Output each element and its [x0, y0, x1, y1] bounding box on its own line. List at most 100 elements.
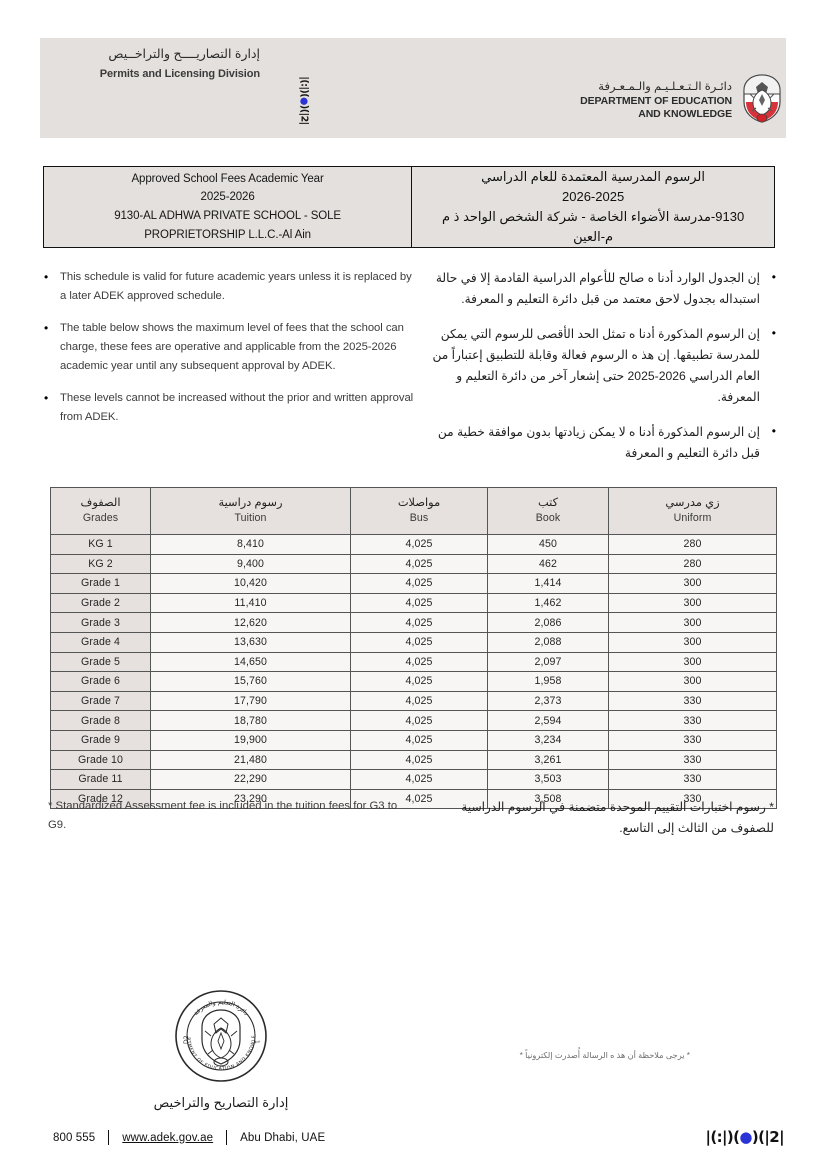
tuition-fee: 11,410 — [150, 592, 351, 614]
department-seal-icon: دائرة التعليم والمعرفة DEPARTMENT OF EDU… — [171, 984, 269, 1088]
notice-text: This schedule is valid for future academ… — [60, 271, 412, 302]
school-fees-table: الصفوف Grades رسوم دراسية Tuition مواصلا… — [50, 487, 777, 810]
table-row: Grade 8 18,780 4,025 2,594 330 — [50, 710, 777, 731]
uniform-fee: 330 — [608, 710, 777, 731]
table-row: Grade 4 13,630 4,025 2,088 300 — [50, 631, 777, 653]
title-ar-line2: 2026-2025 — [562, 188, 625, 204]
header-band — [40, 38, 786, 138]
division-name-english: Permits and Licensing Division — [99, 67, 260, 80]
division-identity: إدارة التصاريــــح والتراخــيص Permits a… — [45, 46, 260, 82]
page-footer: 800 555 www.adek.gov.ae Abu Dhabi, UAE |… — [0, 1122, 826, 1162]
bus-fee: 4,025 — [350, 651, 488, 673]
table-row: Grade 10 21,480 4,025 3,261 330 — [50, 749, 777, 771]
bus-fee: 4,025 — [350, 592, 488, 614]
tuition-fee: 15,760 — [150, 671, 351, 692]
list-item: • This schedule is valid for future acad… — [44, 268, 414, 306]
grade-name: Grade 3 — [50, 612, 151, 633]
table-row: Grade 12 23,290 4,025 3,508 330 — [50, 788, 777, 810]
book-fee: 3,508 — [487, 788, 609, 810]
book-fee: 1,414 — [487, 573, 609, 594]
grade-name: Grade 9 — [50, 729, 151, 751]
column-header-bus: مواصلات Bus — [350, 487, 488, 535]
document-title-english: Approved School Fees Academic Year 2025-… — [44, 167, 411, 247]
bus-fee: 4,025 — [350, 612, 488, 633]
bus-fee: 4,025 — [350, 534, 488, 555]
tuition-fee: 17,790 — [150, 690, 351, 712]
bus-fee: 4,025 — [350, 749, 488, 771]
title-en-line2: 2025-2026 — [200, 191, 255, 204]
grade-name: Grade 5 — [50, 651, 151, 673]
tuition-fee: 19,900 — [150, 729, 351, 751]
tuition-fee: 8,410 — [150, 534, 351, 555]
notice-text: The table below shows the maximum level … — [60, 322, 404, 372]
grade-name: KG 2 — [50, 553, 151, 575]
bus-fee: 4,025 — [350, 553, 488, 575]
bus-fee: 4,025 — [350, 710, 488, 731]
division-name-arabic: إدارة التصاريــــح والتراخــيص — [108, 47, 260, 61]
grade-name: Grade 2 — [50, 592, 151, 614]
uniform-fee: 300 — [608, 631, 777, 653]
footer-website-link[interactable]: www.adek.gov.ae — [122, 1131, 214, 1144]
bus-fee: 4,025 — [350, 573, 488, 594]
tuition-fee: 18,780 — [150, 710, 351, 731]
title-ar-line1: الرسوم المدرسية المعتمدة للعام الدراسي — [481, 168, 705, 184]
tuition-fee: 12,620 — [150, 612, 351, 633]
table-row: Grade 9 19,900 4,025 3,234 330 — [50, 729, 777, 751]
footer-divider — [226, 1130, 228, 1145]
footnote-english: * Standardized Assessment fee is include… — [48, 800, 398, 831]
bullet-icon: • — [44, 270, 49, 284]
grade-name: Grade 6 — [50, 671, 151, 692]
book-fee: 3,261 — [487, 749, 609, 771]
column-header-grades: الصفوف Grades — [50, 487, 151, 535]
uniform-fee: 300 — [608, 573, 777, 594]
tuition-fee: 14,650 — [150, 651, 351, 673]
tuition-fee: 23,290 — [150, 788, 351, 810]
bus-fee: 4,025 — [350, 729, 488, 751]
uniform-fee: 300 — [608, 671, 777, 692]
book-fee: 2,373 — [487, 690, 609, 712]
title-en-line3: 9130-AL ADHWA PRIVATE SCHOOL - SOLE — [114, 210, 341, 222]
bus-fee: 4,025 — [350, 631, 488, 653]
table-row: Grade 7 17,790 4,025 2,373 330 — [50, 690, 777, 712]
bullet-icon: • — [771, 326, 776, 340]
table-row: KG 2 9,400 4,025 462 280 — [50, 553, 777, 575]
grade-name: Grade 10 — [50, 749, 151, 771]
uae-falcon-emblem-icon — [740, 72, 784, 129]
book-fee: 462 — [487, 553, 609, 575]
table-row: Grade 6 15,760 4,025 1,958 300 — [50, 671, 777, 692]
tuition-fee: 13,630 — [150, 631, 351, 653]
notices-english: • This schedule is valid for future acad… — [44, 268, 414, 440]
footer-location: Abu Dhabi, UAE — [240, 1131, 326, 1144]
uniform-fee: 330 — [608, 769, 777, 790]
book-fee: 2,097 — [487, 651, 609, 673]
grade-name: KG 1 — [50, 534, 151, 555]
table-row: Grade 5 14,650 4,025 2,097 300 — [50, 651, 777, 673]
list-item: • The table below shows the maximum leve… — [44, 319, 414, 376]
bullet-icon: • — [771, 424, 776, 438]
book-fee: 2,088 — [487, 631, 609, 653]
book-fee: 1,958 — [487, 671, 609, 692]
uniform-fee: 330 — [608, 749, 777, 771]
document-title-box: Approved School Fees Academic Year 2025-… — [43, 166, 775, 248]
notices-arabic: • إن الجدول الوارد أدنا ه صالح للأعوام ا… — [420, 268, 776, 478]
list-item: • إن الرسوم المذكورة أدنا ه لا يمكن زياد… — [420, 422, 776, 464]
authority-identity: دائـرة الـتـعـلـيـم والـمـعـرفة DEPARTME… — [580, 72, 784, 129]
list-item: • إن الجدول الوارد أدنا ه صالح للأعوام ا… — [420, 268, 776, 310]
notice-text: إن الرسوم المذكورة أدنا ه تمثل الحد الأق… — [432, 327, 760, 404]
grade-name: Grade 8 — [50, 710, 151, 731]
electronic-issue-note: * يرجى ملاحظة أن هذ ه الرسالة أُصدرت إلك… — [519, 1051, 690, 1060]
bus-fee: 4,025 — [350, 788, 488, 810]
title-ar-line3: 9130-مدرسة الأضواء الخاصة - شركة الشخص ا… — [442, 209, 745, 224]
tuition-fee: 9,400 — [150, 553, 351, 575]
uniform-fee: 300 — [608, 612, 777, 633]
list-item: • إن الرسوم المذكورة أدنا ه تمثل الحد ال… — [420, 324, 776, 408]
uniform-fee: 330 — [608, 788, 777, 810]
adek-footer-logo-icon: |(:|)(●)(|2| — [705, 1128, 784, 1146]
table-row: Grade 3 12,620 4,025 2,086 300 — [50, 612, 777, 633]
book-fee: 450 — [487, 534, 609, 555]
book-fee: 2,086 — [487, 612, 609, 633]
svg-text:دائرة التعليم والمعرفة: دائرة التعليم والمعرفة — [193, 999, 250, 1017]
table-row: Grade 1 10,420 4,025 1,414 300 — [50, 573, 777, 594]
uniform-fee: 280 — [608, 534, 777, 555]
authority-name-english-line2: AND KNOWLEDGE — [638, 107, 732, 120]
